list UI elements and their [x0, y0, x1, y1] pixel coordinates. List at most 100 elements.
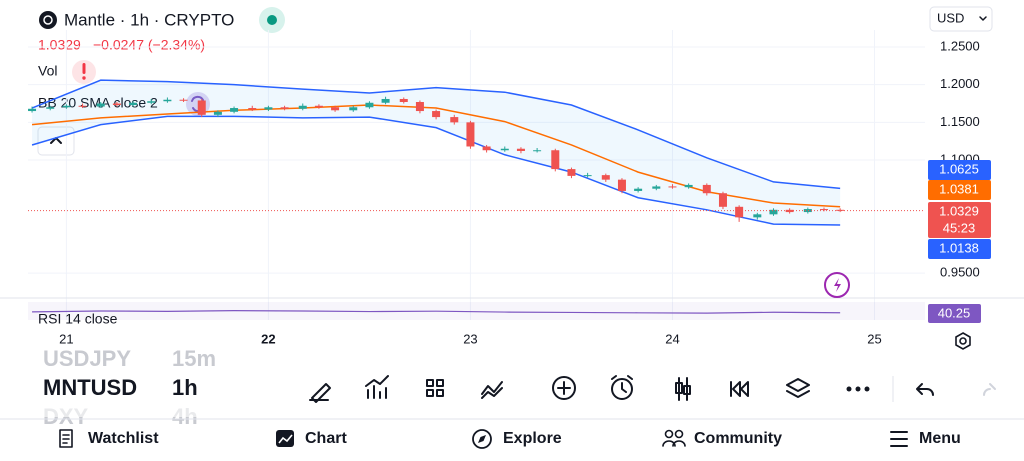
rsi-label: RSI 14 close — [38, 311, 118, 327]
price-badge — [928, 239, 991, 259]
candle-body — [785, 209, 794, 213]
warning-dot — [82, 76, 86, 80]
status-dot — [267, 15, 277, 25]
band-lower — [31, 115, 841, 226]
alarm-tool[interactable] — [611, 378, 633, 400]
candles-tool[interactable] — [675, 377, 691, 401]
community-icon[interactable] — [674, 429, 684, 439]
candle-body — [129, 102, 138, 106]
candle-body — [28, 108, 37, 112]
y-tick-label: 1.1500 — [940, 114, 980, 129]
explore-icon[interactable] — [472, 429, 492, 449]
community-body — [662, 440, 686, 447]
candle-body — [62, 105, 71, 108]
watchlist-icon[interactable] — [59, 429, 73, 448]
y-tick-label: 1.2000 — [940, 76, 980, 91]
nav: Watchlist Chart Explore Community Menu — [59, 429, 961, 449]
candle-body — [684, 184, 693, 188]
candle-body — [466, 122, 475, 147]
price-badge — [928, 202, 991, 238]
price-badge-label: 1.0329 — [939, 203, 979, 218]
undo[interactable] — [916, 383, 934, 396]
candle-body — [500, 148, 509, 151]
explore-needle — [478, 435, 486, 443]
candle-body — [280, 107, 289, 109]
candle-body — [718, 193, 727, 207]
settings-button[interactable] — [955, 332, 971, 350]
candle-body — [112, 103, 121, 106]
community-icon[interactable] — [664, 429, 674, 439]
candle-body — [533, 150, 542, 152]
chart-icon-line — [278, 434, 293, 444]
nav-item[interactable]: Explore — [503, 430, 562, 447]
vol-label[interactable]: Vol — [38, 63, 57, 79]
chevron — [979, 16, 987, 21]
draw-tool[interactable] — [309, 383, 331, 403]
x-tick-label: 23 — [463, 331, 477, 346]
candle-body — [147, 101, 156, 103]
menu-icon[interactable] — [890, 431, 908, 447]
candle-body — [96, 103, 105, 107]
x-tick-label: 21 — [59, 331, 73, 346]
candle-body — [668, 186, 677, 188]
symbol-title: Mantle · 1h · CRYPTO — [64, 10, 234, 29]
candle-body — [399, 98, 408, 102]
fade — [0, 403, 240, 417]
redo[interactable] — [983, 383, 996, 396]
rsi-line — [32, 310, 841, 314]
currency-button[interactable] — [929, 6, 993, 32]
candle-body — [230, 108, 239, 112]
nav-item[interactable]: Chart — [305, 430, 347, 447]
candle-body — [46, 107, 55, 109]
y-tick-label: 1.2500 — [940, 38, 980, 53]
indicators-tool[interactable] — [365, 375, 389, 399]
candle-body — [551, 150, 560, 170]
layers-tool[interactable] — [786, 378, 810, 398]
more-dot[interactable] — [855, 386, 861, 392]
candle-body — [516, 148, 525, 152]
countdown: 45:23 — [943, 220, 976, 235]
compare-tool[interactable] — [481, 381, 503, 399]
add-tool[interactable] — [552, 376, 576, 400]
add-plus — [557, 381, 571, 395]
toolbar: USDJPY 15m MNTUSD 1h DXY 4h — [0, 346, 1024, 429]
band-upper — [31, 79, 841, 190]
layout-tool[interactable] — [426, 379, 444, 397]
overlay — [824, 272, 971, 350]
logo-ring — [43, 15, 53, 25]
rsi-badge-label: 40.25 — [938, 305, 971, 320]
interval-prev[interactable]: 15m — [172, 346, 216, 371]
candle-body — [365, 102, 374, 108]
price-badge-label: 1.0381 — [939, 181, 979, 196]
replay-tool[interactable] — [730, 381, 749, 397]
nav-item[interactable]: Community — [694, 430, 782, 447]
collapse-button[interactable] — [37, 126, 75, 156]
candle-body — [583, 175, 592, 177]
header: Mantle · 1h · CRYPTO USD 1.0329 −0.0247 … — [37, 6, 993, 156]
candle-body — [803, 209, 812, 213]
more-dot[interactable] — [846, 386, 852, 392]
rsi-badge — [928, 304, 981, 323]
candle-body — [381, 98, 390, 103]
nav-item[interactable]: Menu — [919, 430, 961, 447]
logo — [39, 11, 57, 29]
candle-body — [482, 146, 491, 151]
candle-body — [567, 169, 576, 176]
interval-current[interactable]: 1h — [172, 375, 198, 400]
nav-item[interactable]: Watchlist — [88, 430, 159, 447]
symbol-prev[interactable]: USDJPY — [43, 346, 131, 371]
candle-body — [819, 209, 828, 211]
candle-body — [432, 111, 441, 118]
symbol-current[interactable]: MNTUSD — [43, 375, 137, 400]
rsi-pane — [28, 302, 925, 320]
more-dot[interactable] — [864, 386, 870, 392]
candle-body — [197, 100, 206, 115]
price-badge-label: 1.0138 — [939, 240, 979, 255]
currency[interactable]: USD — [937, 10, 964, 25]
candle-body — [450, 117, 459, 123]
candle-body — [769, 209, 778, 215]
candle-body — [163, 99, 172, 102]
x-tick-label: 24 — [665, 331, 679, 346]
